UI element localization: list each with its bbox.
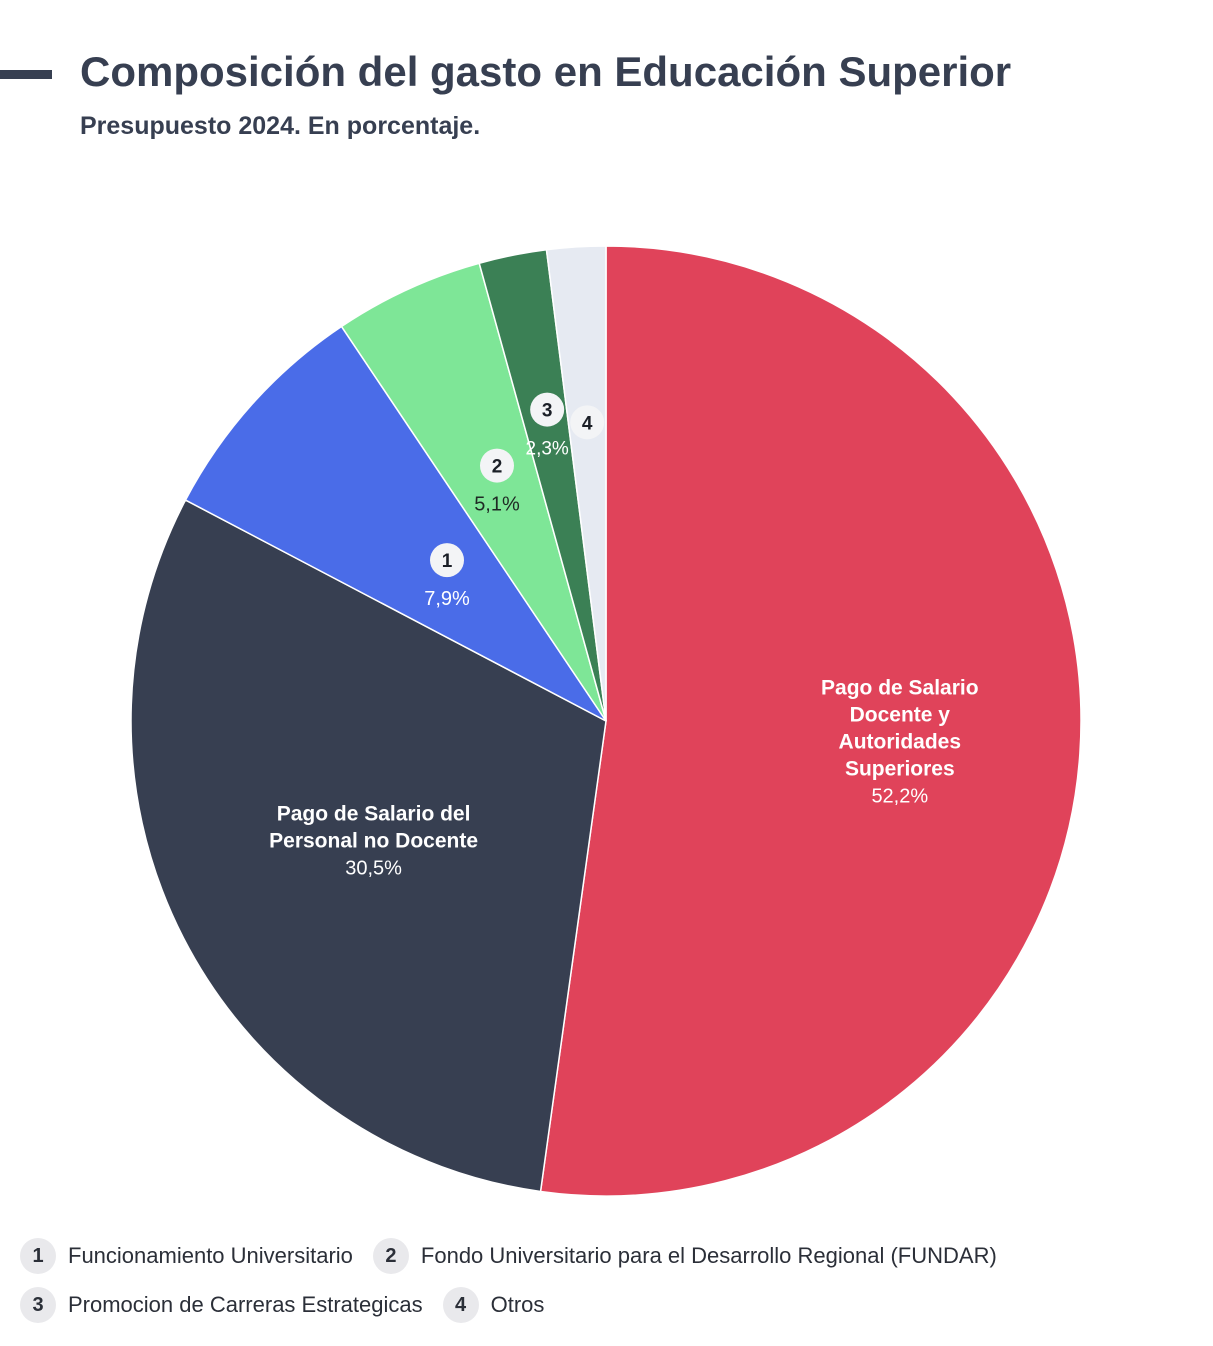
slice-label: Personal no Docente [269, 829, 478, 852]
chart-legend: 1 Funcionamiento Universitario 2 Fondo U… [20, 1236, 1200, 1334]
legend-item-4: 4 Otros [442, 1287, 545, 1323]
pie-slice-pago-de-salario-del-personal-no-docente [130, 499, 607, 1193]
slice-label: Pago de Salario [821, 676, 979, 699]
title-accent-bar [0, 70, 52, 79]
pie-chart: Pago de Salario Docente y Autoridades Super… [130, 245, 1082, 1197]
legend-number-badge: 2 [372, 1238, 409, 1274]
slice-marker-badge [570, 405, 605, 440]
slice-marker-number: 4 [582, 413, 593, 434]
legend-label: Fondo Universitario para el Desarrollo R… [420, 1243, 997, 1268]
slice-marker-number: 3 [542, 401, 553, 422]
slice-value-label: 30,5% [345, 857, 402, 879]
legend-label: Promocion de Carreras Estrategicas [68, 1292, 423, 1317]
pie-slice-funcionamiento-universitario [184, 325, 607, 722]
slice-value-label: 5,1% [474, 494, 520, 516]
slice-marker-badge [479, 448, 514, 483]
chart-subtitle: Presupuesto 2024. En porcentaje. [80, 112, 481, 140]
slice-label: Pago de Salario del [277, 802, 471, 825]
legend-row: 1 Funcionamiento Universitario 2 Fondo U… [20, 1236, 1200, 1276]
legend-item-1: 1 Funcionamiento Universitario [20, 1238, 353, 1274]
legend-number-badge: 3 [20, 1287, 56, 1323]
legend-label: Otros [490, 1292, 545, 1317]
legend-label: Funcionamiento Universitario [68, 1243, 353, 1268]
legend-item-2: 2 Fondo Universitario para el Desarrollo… [372, 1238, 997, 1274]
legend-number-badge: 1 [20, 1238, 56, 1274]
legend-number-badge: 4 [442, 1287, 479, 1323]
pie-slice-otros [545, 245, 607, 722]
legend-row: 3 Promocion de Carreras Estrategicas 4 O… [20, 1285, 1200, 1325]
legend-item-3: 3 Promocion de Carreras Estrategicas [20, 1287, 423, 1323]
slice-marker-number: 1 [442, 551, 453, 572]
slice-label: Superiores [845, 757, 955, 780]
pie-slice-fondo-universitario-para-el-desarrollo-regional-fundar [340, 262, 607, 722]
slice-label: Docente y [850, 703, 951, 726]
slice-marker-badge [530, 392, 565, 427]
slice-value-label: 7,9% [424, 588, 470, 610]
chart-title: Composición del gasto en Educación Super… [80, 48, 1012, 95]
slice-marker-badge [430, 543, 465, 578]
slice-value-label: 52,2% [871, 785, 928, 807]
slice-value-label: 2,3% [526, 439, 569, 460]
slice-label: Autoridades [839, 730, 962, 753]
slice-marker-number: 2 [492, 457, 503, 478]
pie-slice-pago-de-salario-docente-y-autoridades-superiores [539, 245, 1082, 1197]
